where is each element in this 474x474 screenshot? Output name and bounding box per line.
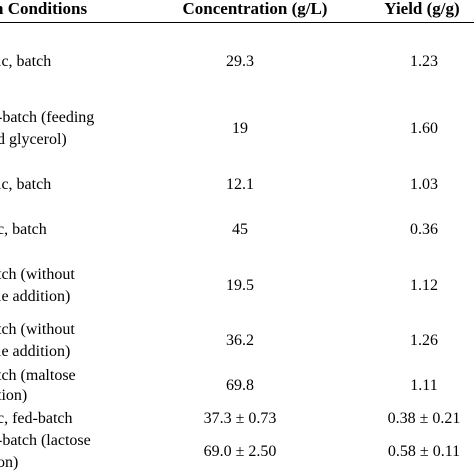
cell-yield: 1.11	[410, 377, 438, 394]
cell-conditions: -batch (feeding	[0, 109, 95, 126]
cell-yield: 1.60	[410, 120, 438, 137]
table-header: n Conditions Concentration (g/L) Yield (…	[0, 0, 474, 23]
cell-yield: 0.36	[410, 221, 438, 238]
cell-yield: 1.26	[410, 332, 438, 349]
cell-conditions: le addition)	[0, 343, 71, 360]
cell-concentration: 19	[232, 120, 248, 137]
cell-conditions: d glycerol)	[0, 131, 67, 148]
cell-concentration: 37.3 ± 0.73	[203, 410, 277, 427]
cell-conditions: ic, batch	[0, 176, 52, 193]
cell-conditions: tch (without	[0, 321, 75, 338]
cell-conditions: c, fed-batch	[0, 410, 73, 427]
header-concentration: Concentration (g/L)	[182, 0, 328, 18]
header-conditions: n Conditions	[0, 0, 88, 18]
cell-concentration: 69.8	[226, 377, 254, 394]
cell-conditions: -batch (lactose	[0, 432, 91, 449]
cell-concentration: 36.2	[226, 332, 254, 349]
cell-concentration: 12.1	[226, 176, 254, 193]
cell-yield: 1.12	[410, 277, 438, 294]
cell-yield: 0.58 ± 0.11	[387, 443, 461, 460]
cell-conditions: ic, batch	[0, 53, 52, 70]
cell-conditions: tion)	[0, 387, 28, 404]
cell-conditions: tch (maltose	[0, 367, 76, 384]
cell-concentration: 19.5	[226, 277, 254, 294]
cell-conditions: le addition)	[0, 288, 71, 305]
cell-yield: 0.38 ± 0.21	[387, 410, 461, 427]
cell-concentration: 29.3	[226, 53, 254, 70]
cell-concentration: 69.0 ± 2.50	[203, 443, 277, 460]
cell-conditions: c, batch	[0, 221, 47, 238]
cell-conditions: on)	[0, 454, 19, 471]
cell-concentration: 45	[232, 221, 248, 238]
header-yield: Yield (g/g)	[384, 0, 460, 18]
cell-yield: 1.03	[410, 176, 438, 193]
cell-conditions: tch (without	[0, 266, 75, 283]
cell-yield: 1.23	[410, 53, 438, 70]
